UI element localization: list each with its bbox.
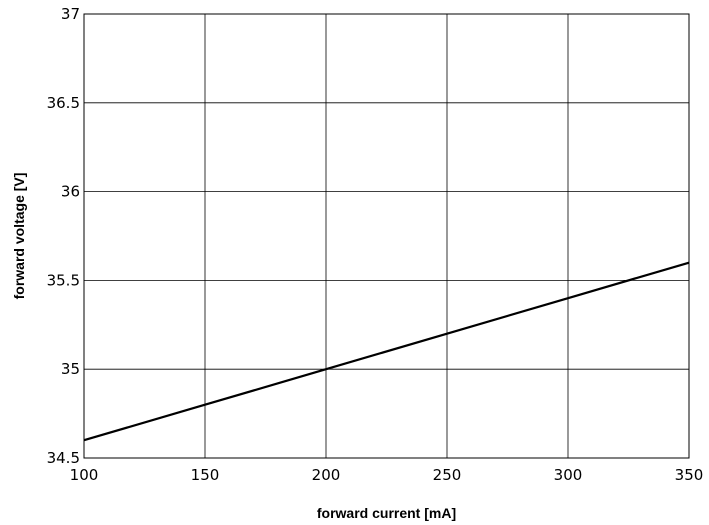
y-tick-label: 36.5 [47,94,80,112]
y-tick-label: 35 [61,360,80,378]
y-tick-label: 35.5 [47,271,80,289]
x-axis-title: forward current [mA] [317,505,456,521]
x-tick-label: 350 [675,466,704,484]
grid [83,13,690,459]
x-tick-label: 200 [312,466,341,484]
plot-area [83,13,690,459]
x-tick-label: 300 [554,466,583,484]
x-tick-label: 250 [433,466,462,484]
y-tick-label: 36 [61,183,80,201]
series-line [83,261,690,442]
y-tick-labels: 34.5 35 35.5 36 36.5 37 [47,5,80,467]
y-tick-label: 34.5 [47,449,80,467]
series-layer [83,261,690,442]
x-tick-label: 100 [70,466,99,484]
y-tick-label: 37 [61,5,80,23]
x-tick-labels: 100 150 200 250 300 350 [70,466,704,484]
x-tick-label: 150 [191,466,220,484]
y-axis-title: forward voltage [V] [11,173,27,300]
